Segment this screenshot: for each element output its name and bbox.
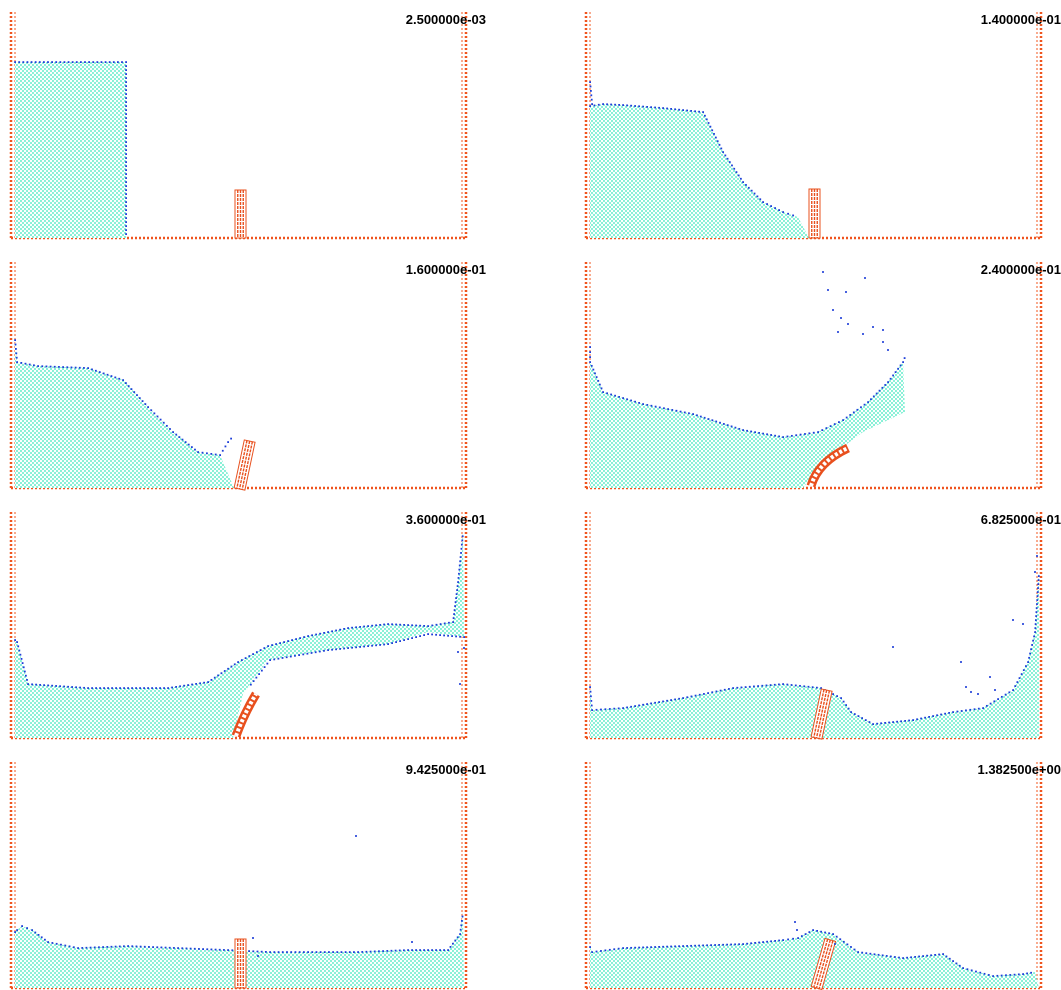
- snapshot-panel-2: 1.400000e-01: [583, 12, 1061, 248]
- free-surface: [589, 346, 906, 438]
- simulation-plot: [584, 762, 1043, 990]
- time-label: 2.400000e-01: [980, 262, 1061, 277]
- time-label: 1.600000e-01: [405, 262, 486, 277]
- free-surface: [589, 81, 794, 217]
- fluid-body: [590, 347, 905, 488]
- spray-droplets: [892, 555, 1038, 695]
- spray-droplets: [457, 647, 465, 685]
- elastic-gate: [808, 188, 821, 239]
- snapshot-panel-8: 1.382500e+00: [583, 762, 1061, 990]
- simulation-plot: [9, 762, 468, 990]
- spray-droplets: [794, 921, 836, 945]
- free-surface: [14, 915, 464, 953]
- spray-droplets: [252, 835, 413, 957]
- fluid-body: [15, 340, 234, 488]
- simulation-plot: [584, 12, 1043, 240]
- elastic-gate: [806, 443, 850, 488]
- free-surface: [14, 339, 232, 456]
- fluid-body: [590, 930, 1039, 988]
- time-label: 1.382500e+00: [977, 762, 1061, 777]
- simulation-plot: [9, 262, 468, 491]
- elastic-gate: [234, 938, 247, 989]
- simulation-plot: [9, 12, 468, 240]
- snapshot-panel-6: 6.825000e-01: [583, 512, 1061, 748]
- fluid-body: [15, 532, 464, 738]
- elastic-gate: [234, 189, 247, 239]
- snapshot-panel-1: 2.500000e-03: [8, 12, 486, 248]
- simulation-plot: [584, 512, 1043, 740]
- free-surface: [14, 61, 127, 235]
- fluid-body: [590, 82, 809, 238]
- fluid-body: [15, 912, 464, 988]
- time-label: 3.600000e-01: [405, 512, 486, 527]
- elastic-gate: [231, 691, 260, 738]
- spray-droplets: [822, 271, 889, 351]
- elastic-gate: [810, 937, 837, 990]
- time-label: 9.425000e-01: [405, 762, 486, 777]
- snapshot-panel-4: 2.400000e-01: [583, 262, 1061, 498]
- tank-walls: [584, 762, 1043, 990]
- simulation-plot: [584, 262, 1043, 490]
- time-label: 2.500000e-03: [405, 12, 486, 27]
- free-surface: [249, 633, 465, 686]
- time-label: 1.400000e-01: [980, 12, 1061, 27]
- time-label: 6.825000e-01: [980, 512, 1061, 527]
- snapshot-panel-5: 3.600000e-01: [8, 512, 486, 748]
- free-surface: [589, 929, 1032, 977]
- fluid-body: [15, 62, 126, 238]
- snapshot-panel-3: 1.600000e-01: [8, 262, 486, 498]
- fluid-body: [590, 572, 1039, 738]
- simulation-plot: [9, 512, 468, 740]
- elastic-gate: [810, 688, 833, 740]
- snapshot-panel-7: 9.425000e-01: [8, 762, 486, 990]
- free-surface: [14, 535, 464, 689]
- free-surface: [589, 575, 1040, 725]
- elastic-gate: [233, 439, 256, 491]
